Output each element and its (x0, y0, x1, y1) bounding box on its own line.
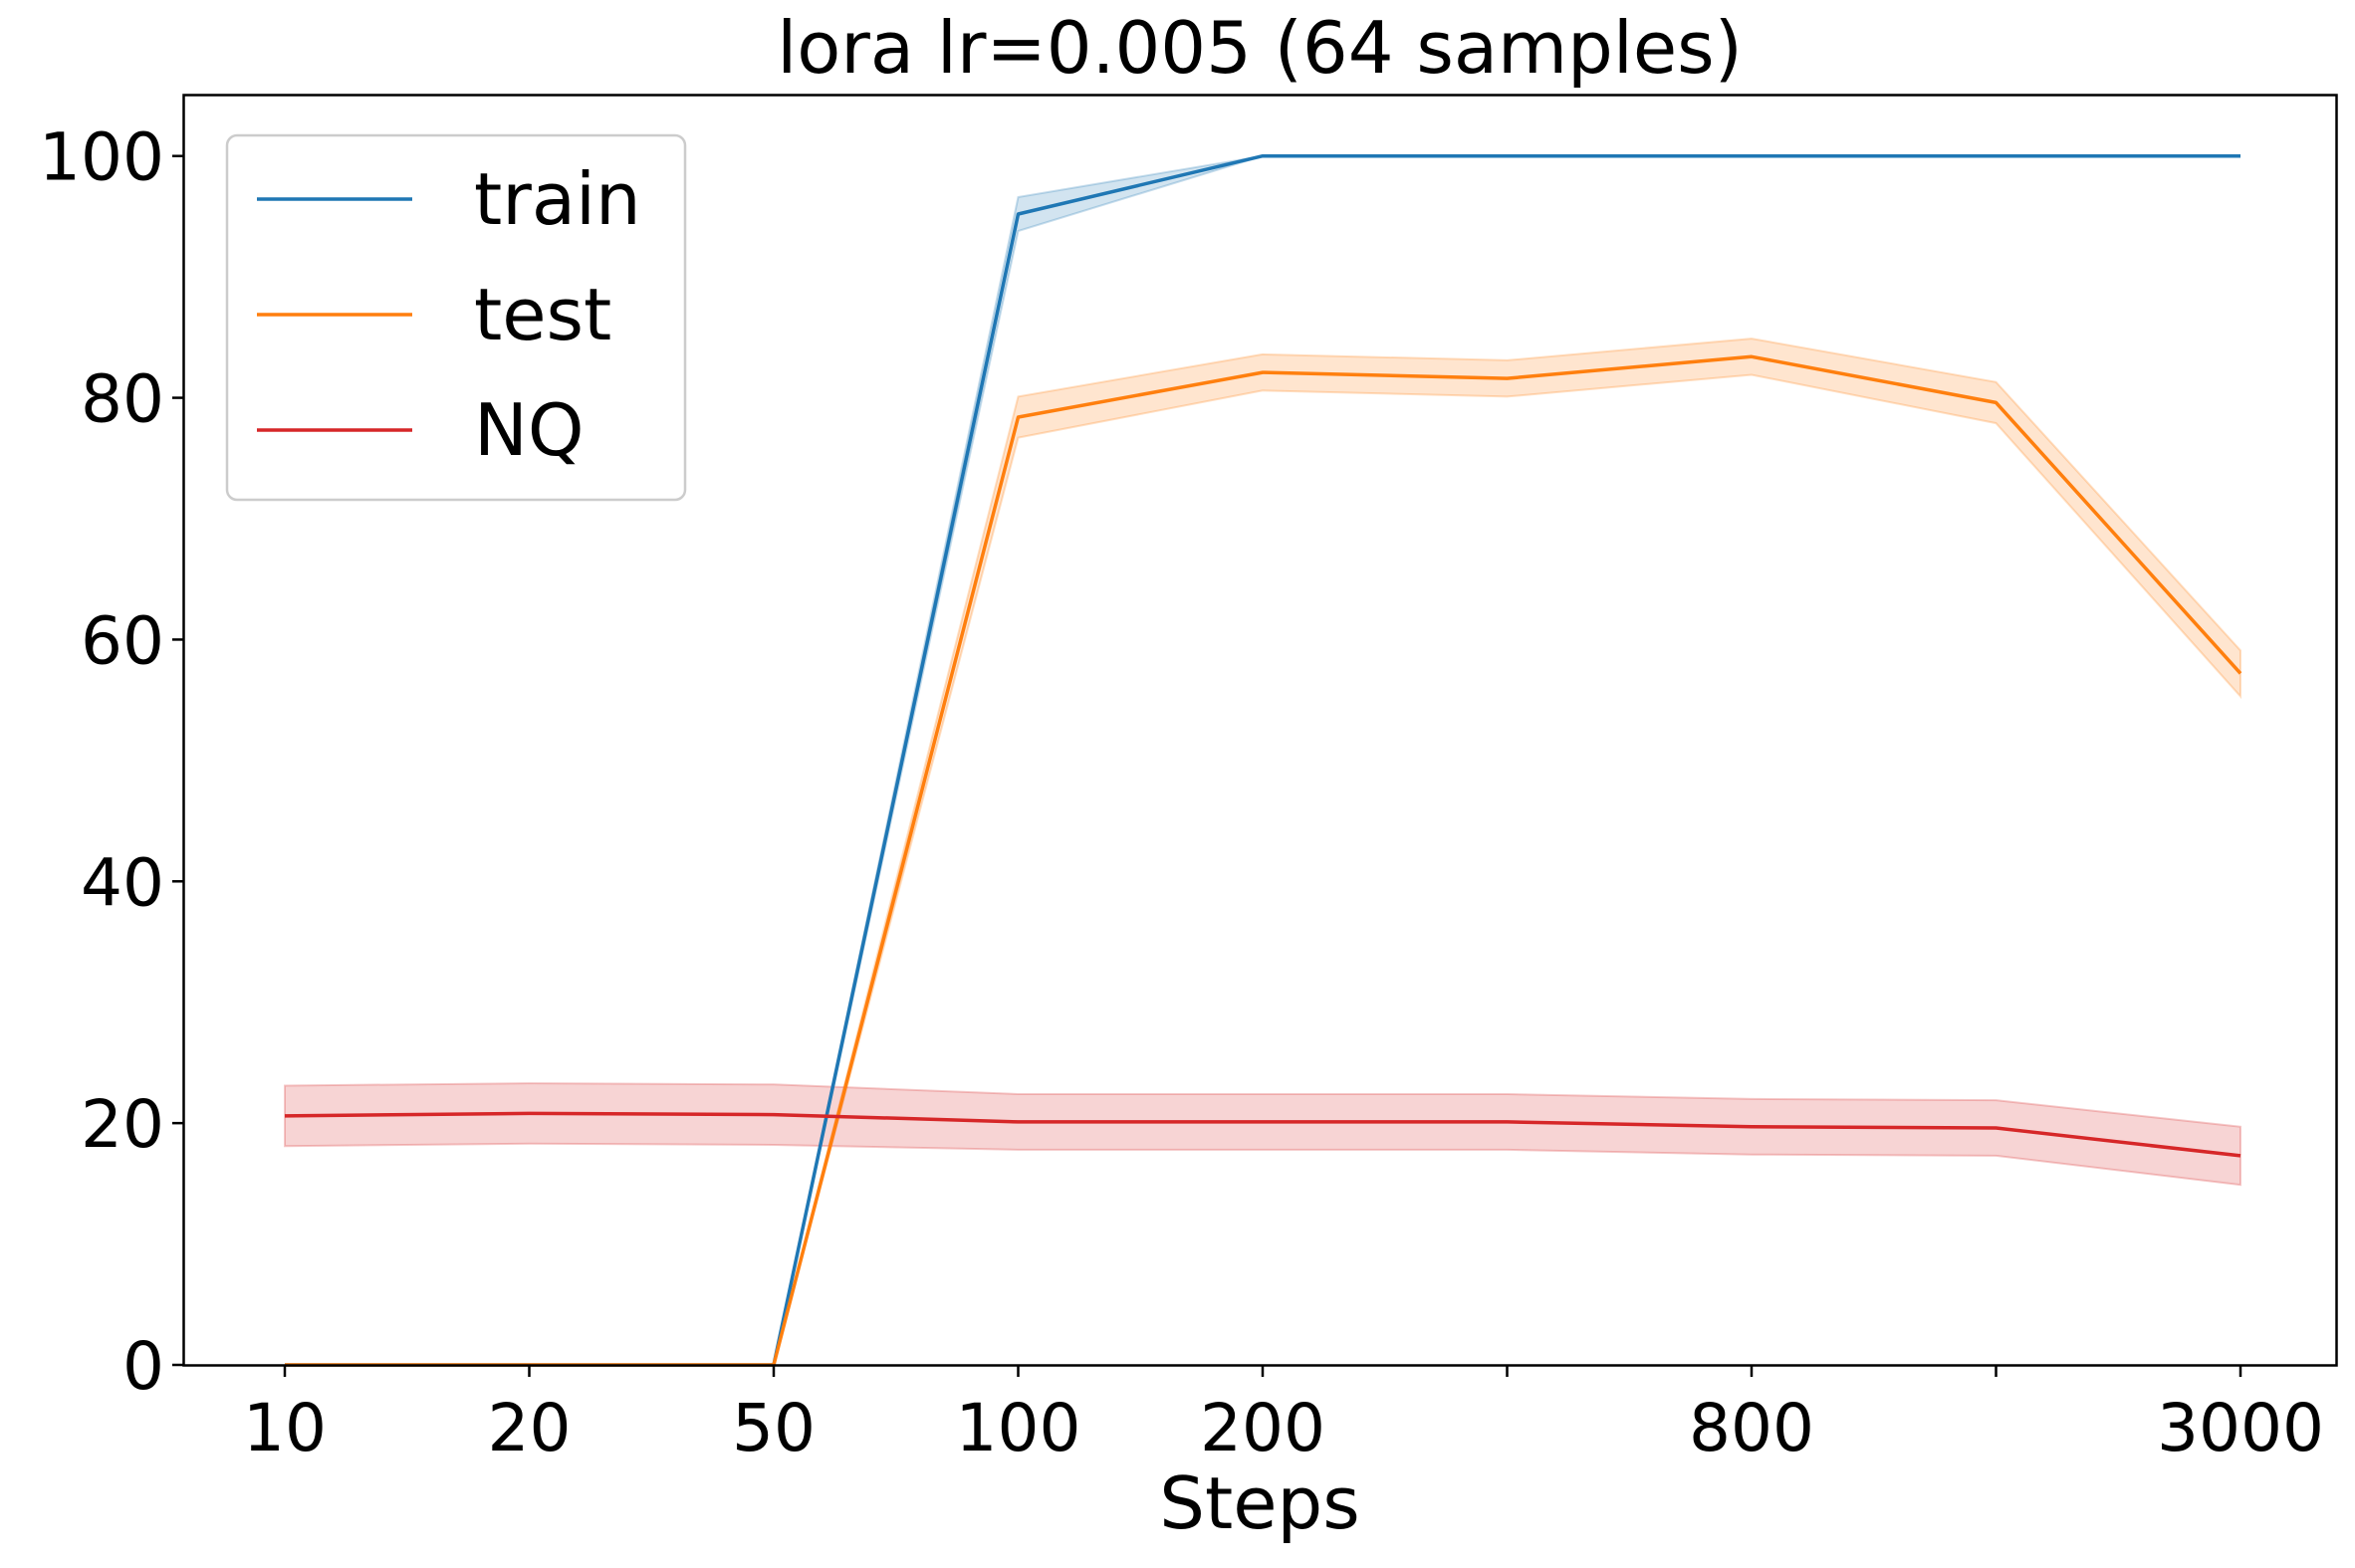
x-tick-label: 50 (732, 1390, 816, 1466)
y-tick-label: 20 (81, 1086, 164, 1163)
band-test (285, 337, 2241, 1366)
chart-title: lora lr=0.005 (64 samples) (777, 6, 1743, 90)
y-tick-label: 60 (81, 602, 164, 679)
legend: train test NQ (225, 133, 687, 502)
legend-frame (225, 133, 687, 502)
band-nq (284, 1082, 2241, 1187)
y-tick-label: 0 (122, 1328, 164, 1405)
legend-label-train: train (474, 157, 641, 241)
x-tick-label: 20 (488, 1390, 572, 1466)
y-tick-label: 40 (81, 844, 164, 921)
x-tick-label: 800 (1689, 1390, 1814, 1466)
x-tick-label: 100 (956, 1390, 1081, 1466)
band-train (285, 154, 2240, 1366)
x-tick-label: 10 (243, 1390, 327, 1466)
y-tick-label: 100 (39, 119, 164, 196)
legend-label-test: test (474, 273, 611, 356)
series-line-nq (284, 1111, 2241, 1158)
plot-area-frame (182, 94, 2338, 1367)
y-tick-label: 80 (81, 361, 164, 438)
x-axis: 10 20 50 100 200 800 3000 (243, 1365, 2324, 1466)
legend-label-nq: NQ (474, 388, 585, 472)
x-axis-label: Steps (1159, 1461, 1359, 1545)
x-tick-label: 200 (1200, 1390, 1325, 1466)
x-tick-label: 3000 (2157, 1390, 2324, 1466)
y-axis: 0 20 40 60 80 100 (39, 119, 184, 1405)
confidence-bands (284, 154, 2241, 1366)
